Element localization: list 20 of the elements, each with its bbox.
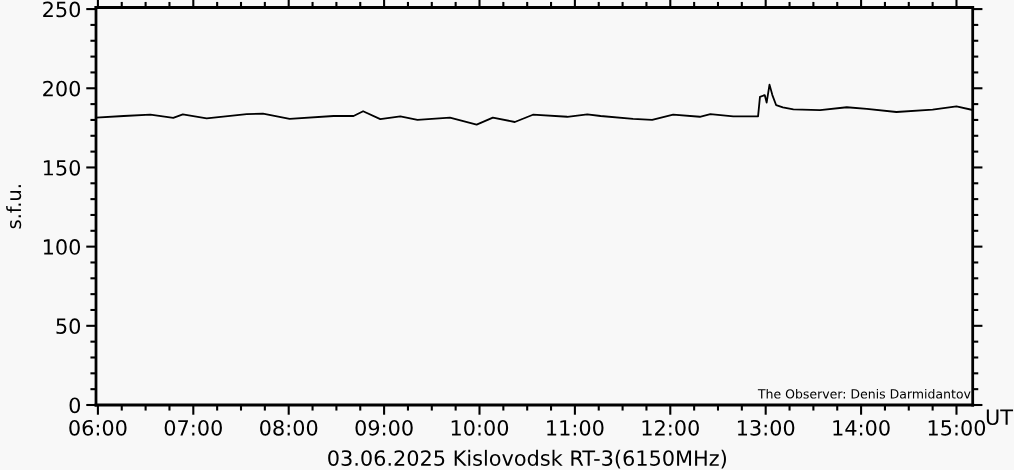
y-tick-label: 50 xyxy=(56,318,81,335)
y-tick-label: 250 xyxy=(43,1,81,18)
x-tick-label: 08:00 xyxy=(260,419,318,436)
x-tick-label: 15:00 xyxy=(928,419,986,436)
x-tick-label: 07:00 xyxy=(164,419,222,436)
y-tick-label: 0 xyxy=(69,397,81,414)
x-axis-title: UT xyxy=(986,409,1014,426)
x-tick-label: 12:00 xyxy=(642,419,699,436)
x-tick-label: 06:00 xyxy=(69,419,127,436)
x-tick-label: 11:00 xyxy=(547,419,604,436)
annotation: The Observer: Denis Darmidantov xyxy=(757,388,971,399)
y-tick-label: 200 xyxy=(43,80,81,97)
y-axis-title: s.f.u. xyxy=(6,185,22,229)
x-tick-label: 09:00 xyxy=(355,419,413,436)
x-tick-label: 10:00 xyxy=(451,419,509,436)
y-tick-label: 150 xyxy=(43,159,81,176)
text: 03.06.2025 Kislovodsk RT-3(6150MHz) xyxy=(328,449,726,469)
x-tick-label: 14:00 xyxy=(833,419,890,436)
y-tick-label: 100 xyxy=(43,239,81,255)
x-tick-label: 13:00 xyxy=(737,419,795,436)
